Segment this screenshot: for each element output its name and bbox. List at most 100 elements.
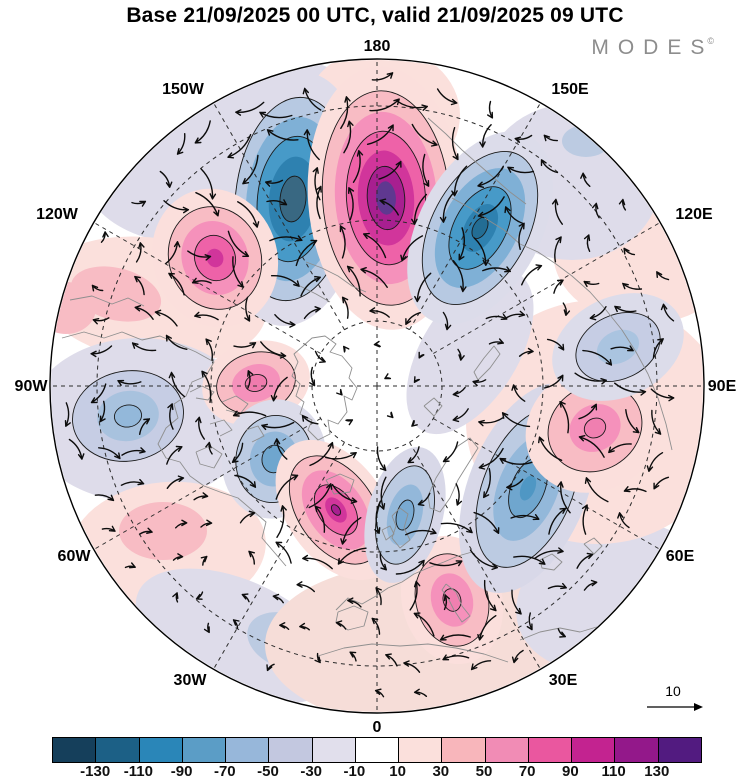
colorbar-cell [311, 738, 355, 762]
wind-arrow [167, 403, 174, 430]
wind-arrow [429, 560, 463, 567]
wind-arrow [580, 172, 591, 187]
wind-arrow [457, 348, 465, 361]
colorbar-cell [354, 738, 399, 762]
colorbar-tick: -90 [170, 763, 193, 780]
wind-arrow [165, 241, 181, 265]
coastline [325, 473, 355, 495]
wind-arrow [526, 612, 533, 631]
wind-arrow [470, 660, 492, 671]
wind-arrow [455, 483, 463, 506]
wind-arrow [378, 476, 387, 510]
wind-arrow [477, 196, 505, 219]
colorbar-tick: -70 [213, 763, 236, 780]
colorbar-cell [53, 738, 96, 762]
longitude-spoke [93, 418, 321, 550]
wind-arrow [121, 447, 146, 456]
wind-arrow [622, 282, 643, 290]
wind-arrow [272, 593, 284, 604]
colorbar-cell [657, 738, 701, 762]
wind-arrow [242, 154, 259, 185]
anomaly-wash [51, 282, 96, 334]
wind-arrow [239, 510, 256, 524]
wind-arrow [346, 265, 361, 297]
wind-arrow [581, 504, 588, 535]
lon-label-30E: 30E [549, 672, 578, 689]
wind-arrow [418, 351, 425, 359]
longitude-spoke [433, 222, 661, 354]
colorbar-cell [398, 738, 442, 762]
wind-arrow [578, 435, 605, 458]
wind-arrow [101, 525, 116, 532]
anomaly-contour-ring [279, 175, 307, 223]
anomaly-wash [119, 502, 207, 560]
wind-arrow [395, 559, 425, 575]
wind-arrow [538, 436, 563, 461]
coastline [451, 197, 673, 451]
wind-arrow [378, 160, 402, 180]
coastline [305, 261, 367, 293]
wind-arrow [487, 100, 494, 119]
lon-label-150E: 150E [551, 81, 589, 98]
wind-arrow [237, 201, 260, 228]
coastline [195, 445, 223, 469]
wind-arrow [187, 250, 212, 261]
wind-arrow [403, 660, 421, 673]
anomaly-contour-ring [519, 475, 537, 501]
wind-arrow [345, 419, 354, 426]
wind-arrow [546, 338, 565, 351]
coastline [583, 537, 603, 555]
wind-arrow [576, 552, 594, 569]
copyright-mark: © [707, 36, 714, 46]
wind-arrow [543, 374, 564, 389]
wind-arrow [442, 441, 459, 463]
wind-arrow [413, 688, 428, 697]
longitude-spoke [409, 102, 541, 330]
colorbar-cell [441, 738, 485, 762]
wind-arrow [244, 296, 251, 322]
anomaly-wash [562, 125, 610, 157]
coastline [519, 625, 601, 641]
anomaly-vortices [51, 66, 684, 665]
wind-arrow [409, 580, 421, 611]
wind-arrow [195, 416, 205, 440]
wind-arrow [551, 198, 563, 225]
wind-arrow [260, 341, 287, 359]
wind-arrow [195, 192, 220, 217]
lon-label-30W: 30W [174, 672, 208, 689]
wind-arrow [336, 388, 343, 396]
wind-arrow [201, 370, 212, 403]
lon-label-60W: 60W [58, 548, 92, 565]
wind-arrow [266, 129, 299, 141]
wind-arrow [273, 438, 288, 460]
wind-arrow [269, 235, 303, 242]
wind-arrow [259, 111, 293, 119]
wind-arrow [135, 242, 145, 263]
colorbar [52, 737, 702, 763]
wind-arrow [303, 306, 321, 320]
wind-arrow [227, 230, 250, 257]
wind-arrow [584, 477, 609, 503]
wind-arrow [266, 663, 275, 672]
wind-arrow [374, 688, 385, 698]
wind-arrow [514, 134, 533, 143]
wind-arrow [477, 615, 497, 641]
coastline [381, 525, 395, 541]
wind-arrow [422, 153, 430, 187]
wind-arrow [617, 512, 630, 529]
wind-arrow [483, 579, 497, 612]
wind-arrow [265, 179, 284, 187]
wind-arrow [347, 597, 362, 608]
colorbar-cell [614, 738, 658, 762]
coastline [61, 331, 287, 567]
coastline [209, 419, 233, 437]
wind-arrow [385, 653, 398, 667]
wind-arrow [274, 314, 296, 328]
wind-arrow [483, 468, 491, 499]
wind-arrow [168, 371, 186, 398]
wind-arrow [562, 302, 571, 316]
wind-arrow [451, 127, 459, 161]
wind-arrow [227, 133, 252, 159]
wind-arrow [360, 267, 388, 288]
wind-arrow [557, 481, 571, 514]
